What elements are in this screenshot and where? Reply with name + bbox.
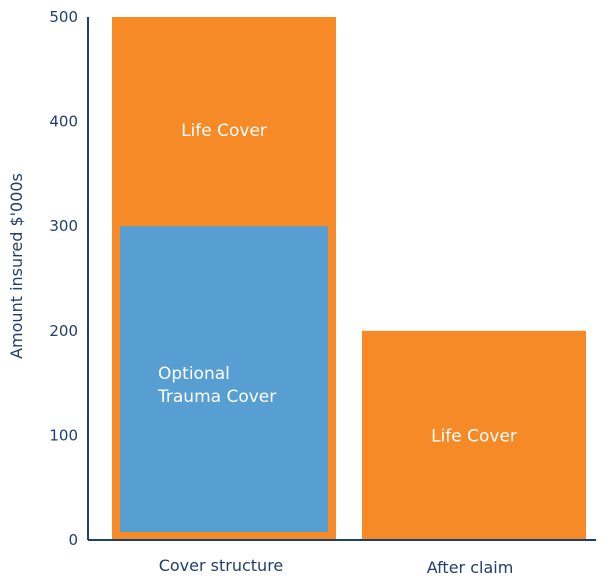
y-tick-label: 200 — [49, 322, 78, 340]
y-tick-label: 500 — [49, 8, 78, 26]
y-tick-label: 0 — [68, 531, 78, 549]
x-category-label: After claim — [427, 558, 514, 577]
x-category-label: Cover structure — [159, 556, 284, 575]
y-tick-labels: 0 100 200 300 400 500 — [49, 8, 78, 549]
bar-label-2: Optional Trauma Cover — [157, 364, 276, 407]
y-axis-title: Amount insured $'000s — [7, 173, 26, 359]
y-tick-label: 400 — [49, 113, 78, 131]
bar-label-1: Life Cover — [181, 121, 267, 141]
bar-2 — [120, 226, 328, 532]
x-category-labels: Cover structure After claim — [159, 556, 514, 577]
y-tick-label: 100 — [49, 426, 78, 444]
bars-group — [112, 17, 586, 540]
bar-3 — [362, 330, 586, 540]
y-tick-label: 300 — [49, 217, 78, 235]
bar-labels-group: Life Cover Optional Trauma Cover Life Cover — [157, 121, 517, 446]
bar-label-3: Life Cover — [431, 426, 517, 446]
